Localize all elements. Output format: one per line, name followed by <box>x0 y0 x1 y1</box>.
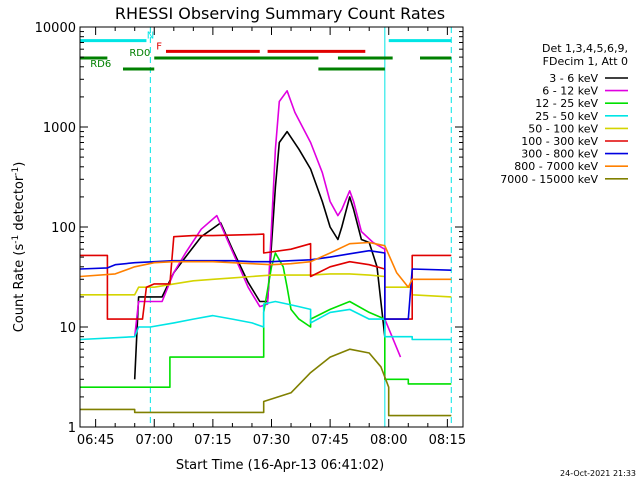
x-tick-label-2: 07:15 <box>194 433 231 448</box>
y-axis-label-sup1: -1 <box>11 235 21 244</box>
series-line-2 <box>80 252 452 388</box>
legend-label-7: 800 - 7000 keV <box>514 160 598 173</box>
x-tick-label-5: 08:00 <box>370 433 407 448</box>
series-line-8 <box>80 348 452 417</box>
y-tick-label-2: 100 <box>51 221 76 236</box>
flag-label-n: N <box>147 31 154 42</box>
y-axis-label-sup2: -1 <box>11 167 21 176</box>
legend-label-4: 50 - 100 keV <box>528 122 598 135</box>
y-axis-label-main: Count Rate (s <box>12 244 27 333</box>
x-tick-label-3: 07:30 <box>253 433 290 448</box>
y-axis-label-end: ) <box>12 162 27 167</box>
series-line-3 <box>79 300 452 341</box>
x-tick-label-0: 06:45 <box>77 433 114 448</box>
timestamp: 24-Oct-2021 21:33 <box>560 469 636 478</box>
plot-area: NF RD0 RD6 1 10 100 1000 10000 06:45 07:00 07:15 07… <box>35 21 466 448</box>
x-tick-label-4: 07:45 <box>311 433 348 448</box>
x-tick-label-1: 07:00 <box>136 433 173 448</box>
y-tick-label-1: 10 <box>59 321 76 336</box>
flag-label-rd6: RD6 <box>90 59 111 70</box>
series-line-5 <box>80 233 452 320</box>
legend-header-1: Det 1,3,4,5,6,9, <box>542 42 628 55</box>
y-axis-label: Count Rate (s-1 detector-1) <box>11 162 27 333</box>
chart-title: RHESSI Observing Summary Count Rates <box>115 4 445 23</box>
y-tick-label-0: 1 <box>68 421 76 436</box>
legend-label-0: 3 - 6 keV <box>549 72 598 85</box>
legend-header-2: FDecim 1, Att 0 <box>543 55 628 68</box>
y-tick-label-3: 1000 <box>43 121 76 136</box>
legend-label-5: 100 - 300 keV <box>521 135 598 148</box>
series-line-7 <box>79 241 452 288</box>
legend-label-2: 12 - 25 keV <box>535 97 598 110</box>
y-tick-label-4: 10000 <box>35 21 76 36</box>
x-tick-label-6: 08:15 <box>429 433 466 448</box>
series-line-0 <box>135 132 397 380</box>
series-line-4 <box>80 273 452 298</box>
legend-label-1: 6 - 12 keV <box>542 85 598 98</box>
flag-label-rd0: RD0 <box>129 48 150 59</box>
x-axis-label: Start Time (16-Apr-13 06:41:02) <box>176 458 384 473</box>
series-line-6 <box>79 249 452 320</box>
legend-label-6: 300 - 800 keV <box>521 148 598 161</box>
y-axis-label-mid: detector <box>12 175 27 235</box>
legend-label-8: 7000 - 15000 keV <box>500 173 598 186</box>
series-line-1 <box>133 90 402 358</box>
legend-label-3: 25 - 50 keV <box>535 110 598 123</box>
flag-label-f: F <box>156 41 162 52</box>
